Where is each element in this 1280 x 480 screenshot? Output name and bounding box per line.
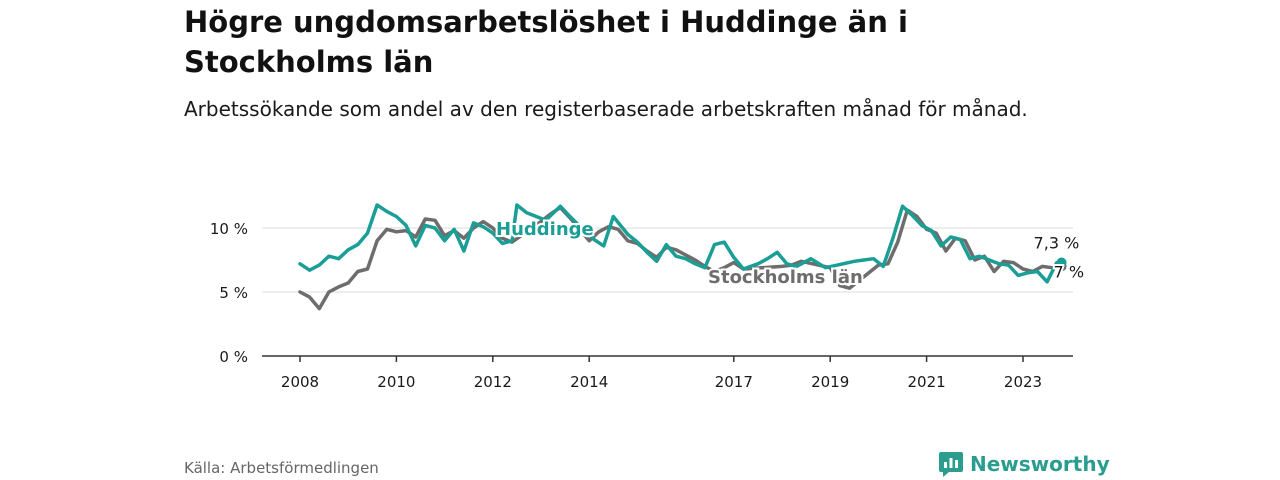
- series-line-huddinge: [298, 203, 1064, 284]
- x-tick-label: 2021: [908, 373, 946, 391]
- series-lines: [298, 203, 1067, 311]
- y-axis-ticks: 0 % 5 % 10 %: [210, 220, 248, 366]
- brand-name: Newsworthy: [970, 452, 1110, 476]
- series-end-point: [1056, 257, 1067, 268]
- x-tick-label: 2017: [715, 373, 753, 391]
- newsworthy-logo-icon: [939, 452, 963, 477]
- series-label: Stockholms län: [708, 267, 863, 288]
- chart-subtitle: Arbetssökande som andel av den registerb…: [184, 97, 1028, 121]
- series-labels: Stockholms län 7 % Huddinge 7,3 %: [494, 217, 1086, 290]
- gridlines: [262, 227, 1073, 293]
- x-tick-label: 2012: [474, 373, 512, 391]
- brand-logo[interactable]: Newsworthy: [938, 450, 1110, 478]
- x-tick-label: 2014: [570, 373, 608, 391]
- y-tick-label: 10 %: [210, 220, 248, 238]
- series-label: Huddinge: [496, 219, 594, 240]
- x-tick-label: 2019: [811, 373, 849, 391]
- x-tick-label: 2023: [1004, 373, 1042, 391]
- y-tick-label: 5 %: [219, 284, 248, 302]
- chart-title: Högre ungdomsarbetslöshet i Huddinge än …: [184, 5, 908, 79]
- series-end-label: 7 %: [1054, 262, 1084, 281]
- x-axis: 2008 2010 2012 2014 2017 2019 2021 2023: [262, 355, 1073, 391]
- series-end-label: 7,3 %: [1034, 234, 1080, 253]
- x-tick-label: 2008: [281, 373, 319, 391]
- x-tick-label: 2010: [377, 373, 415, 391]
- y-tick-label: 0 %: [219, 348, 248, 366]
- source-note: Källa: Arbetsförmedlingen: [184, 459, 379, 477]
